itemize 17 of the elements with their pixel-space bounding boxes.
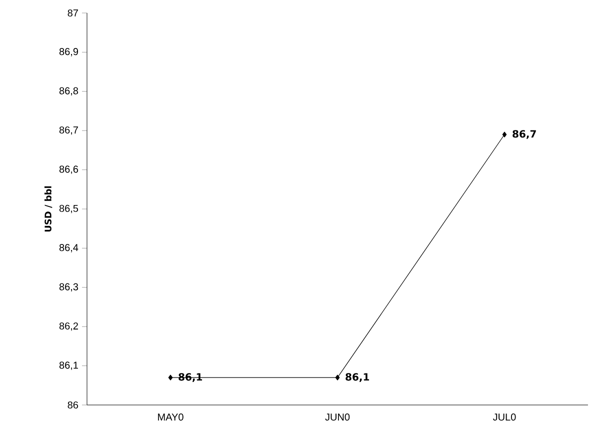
y-tick-label: 86,5 xyxy=(59,204,78,214)
x-tick-label: MAY0 xyxy=(158,414,184,421)
data-label: 86,1 xyxy=(346,373,370,382)
y-tick-label: 86,8 xyxy=(59,87,78,96)
y-tick-label: 86 xyxy=(68,401,78,409)
data-label: 86,7 xyxy=(512,130,536,139)
y-tick-label: 86,9 xyxy=(59,48,78,56)
y-tick-label: 86,2 xyxy=(59,322,78,331)
y-tick-label: 86,7 xyxy=(59,126,78,135)
y-tick-label: 86,1 xyxy=(59,362,78,370)
y-tick-label: 87 xyxy=(68,9,78,17)
y-tick-label: 86,4 xyxy=(59,244,78,252)
x-tick-label: JUN0 xyxy=(325,414,350,421)
x-tick-label: JUL0 xyxy=(492,414,516,421)
y-tick-label: 86,3 xyxy=(59,283,78,292)
y-tick-label: 86,6 xyxy=(59,166,78,174)
y-axis-title: USD / bbl xyxy=(44,186,52,232)
